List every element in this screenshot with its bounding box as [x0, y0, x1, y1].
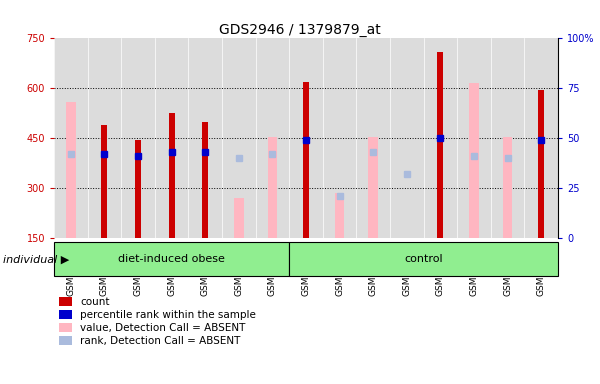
Legend: count, percentile rank within the sample, value, Detection Call = ABSENT, rank, : count, percentile rank within the sample… [59, 297, 256, 346]
Text: GDS2946 / 1379879_at: GDS2946 / 1379879_at [219, 23, 381, 37]
Bar [234, 198, 244, 238]
Text: individual ▶: individual ▶ [3, 254, 69, 264]
Bar [66, 102, 76, 238]
Bar [101, 125, 107, 238]
Bar [437, 52, 443, 238]
Bar [202, 122, 208, 238]
Bar [303, 82, 309, 238]
Bar [268, 137, 277, 238]
FancyBboxPatch shape [54, 242, 289, 276]
Bar [469, 83, 479, 238]
FancyBboxPatch shape [289, 242, 558, 276]
Bar [538, 90, 544, 238]
Bar [503, 137, 512, 238]
Bar [335, 193, 344, 238]
Text: control: control [404, 254, 443, 264]
Bar [368, 137, 378, 238]
Bar [135, 140, 141, 238]
Bar [169, 113, 175, 238]
Text: diet-induced obese: diet-induced obese [118, 254, 225, 264]
